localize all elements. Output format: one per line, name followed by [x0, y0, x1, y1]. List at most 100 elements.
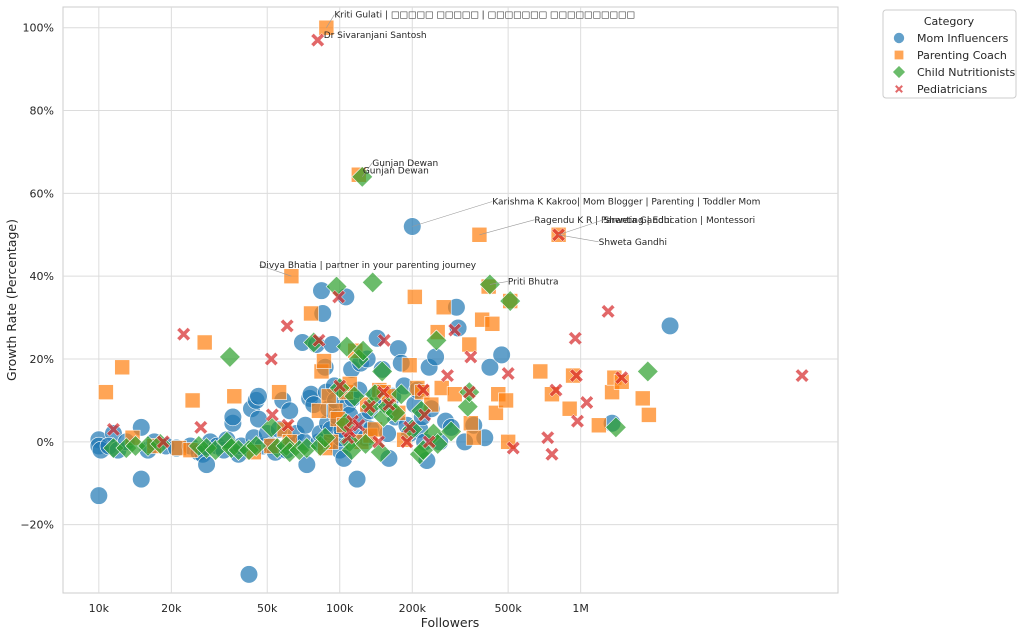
data-point — [280, 401, 299, 420]
legend-entry-label: Parenting Coach — [917, 49, 1007, 62]
legend-marker-square-icon — [893, 49, 904, 60]
data-point — [132, 470, 151, 489]
data-point — [601, 304, 616, 319]
annotation-label: Gunjan Dewan — [363, 167, 429, 177]
legend-entry-label: Child Nutritionists — [917, 66, 1016, 79]
x-tick-label: 100k — [326, 602, 354, 615]
data-point — [347, 470, 367, 489]
data-point — [184, 392, 201, 409]
data-point — [114, 359, 131, 376]
data-point — [89, 486, 108, 505]
data-point — [223, 407, 242, 427]
legend-marker-circle-icon — [893, 32, 905, 44]
data-point — [316, 353, 332, 369]
x-tick-label: 10k — [89, 602, 110, 615]
annotation-leader-line — [259, 264, 292, 277]
annotation-label: Karishma K Kakroo| Mom Blogger | Parenti… — [492, 197, 760, 207]
data-point — [362, 399, 377, 414]
legend-marker-diamond-icon — [892, 65, 906, 79]
data-point — [377, 333, 392, 348]
legend-entry-label: Pediatricians — [917, 83, 987, 96]
data-point — [311, 402, 327, 419]
data-point — [446, 386, 463, 403]
data-point — [544, 447, 560, 462]
data-point — [532, 363, 549, 380]
y-tick-label: 80% — [30, 105, 54, 118]
legend-marker-x-icon — [894, 84, 904, 94]
data-point — [488, 405, 504, 421]
annotation-leader-line — [489, 281, 508, 285]
data-point — [193, 420, 208, 435]
data-point — [390, 383, 413, 406]
data-point — [426, 347, 445, 367]
data-point — [613, 373, 630, 390]
data-point — [312, 281, 331, 300]
annotation-label: Ragendu K R | Parenting | Education | Mo… — [534, 216, 755, 226]
series-pediatricians — [106, 33, 810, 462]
data-point — [634, 390, 651, 407]
data-point — [506, 440, 521, 456]
data-point — [314, 426, 337, 449]
data-point — [465, 429, 482, 446]
annotation-leader-line — [558, 219, 604, 236]
annotation-label: Kriti Gulati | □□□□□ □□□□□ | □□□□□□□ □□□… — [334, 11, 635, 21]
annotation-leader-line — [362, 162, 373, 177]
y-tick-label: 20% — [30, 353, 54, 366]
x-tick-label: 50k — [257, 602, 278, 615]
data-point — [265, 407, 280, 422]
legend-entry-label: Mom Influencers — [917, 32, 1009, 45]
x-axis-label: Followers — [421, 615, 480, 630]
x-tick-label: 20k — [161, 602, 182, 615]
data-point — [226, 388, 243, 405]
data-point — [425, 329, 448, 352]
annotation-label: Gunjan Dewan — [372, 159, 438, 169]
data-point — [271, 384, 287, 400]
data-point — [636, 360, 659, 383]
data-point — [440, 368, 455, 383]
data-point — [176, 327, 191, 342]
data-point — [614, 370, 629, 385]
x-tick-label: 200k — [399, 602, 427, 615]
data-point — [264, 351, 279, 367]
y-tick-labels: −20% 0% 20% 40% 60% 80% 100% — [20, 22, 54, 532]
data-point — [463, 415, 479, 432]
legend-title: Category — [924, 15, 975, 28]
annotation-label: Divya Bhatia | partner in your parenting… — [259, 261, 476, 271]
data-point — [260, 416, 283, 439]
y-tick-label: 100% — [23, 22, 54, 35]
data-point — [311, 333, 327, 348]
annotation-leader-line — [479, 219, 535, 236]
data-point — [98, 384, 114, 400]
data-point — [343, 385, 366, 408]
data-point — [795, 368, 810, 383]
data-point — [540, 430, 555, 445]
data-points — [89, 19, 810, 584]
data-point — [660, 316, 680, 335]
data-point — [336, 335, 358, 358]
data-point — [303, 305, 319, 322]
annotation-leader-line — [412, 201, 493, 227]
data-point — [331, 289, 346, 304]
annotation-leader-line — [558, 234, 599, 243]
data-point — [407, 289, 423, 305]
data-point — [548, 383, 564, 398]
data-point — [352, 339, 374, 362]
data-point — [440, 420, 462, 443]
data-point — [484, 315, 501, 332]
annotation-label: Priti Bhutra — [508, 277, 559, 287]
data-point — [402, 420, 417, 435]
annotation-label: Shweta Gandhi — [599, 238, 667, 248]
data-point — [462, 385, 477, 400]
data-point — [371, 434, 386, 449]
data-point — [641, 407, 657, 423]
data-point — [480, 358, 499, 377]
data-point — [501, 366, 516, 381]
data-point — [371, 360, 393, 383]
data-point — [435, 299, 452, 316]
data-point — [498, 392, 514, 409]
y-tick-label: 60% — [30, 187, 54, 200]
data-point — [492, 345, 511, 364]
data-point — [416, 383, 431, 398]
data-point — [605, 416, 627, 439]
data-point — [106, 422, 121, 437]
